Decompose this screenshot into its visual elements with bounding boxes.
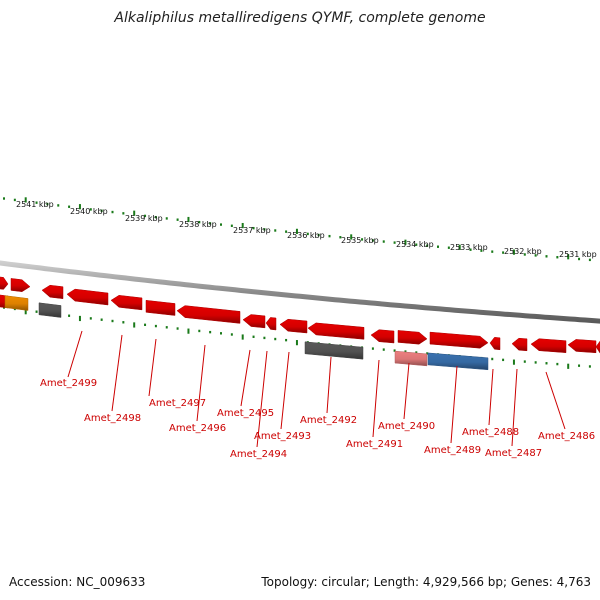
- scale-ticks: [3, 197, 591, 369]
- scale-label: 2531 kbp: [559, 250, 597, 259]
- accession-text: Accession: NC_009633: [9, 575, 146, 589]
- scale-label: 2539 kbp: [125, 214, 163, 223]
- scale-label: 2535 kbp: [341, 236, 379, 245]
- scale-label: 2538 kbp: [179, 220, 217, 229]
- gene-label: Amet_2494: [230, 449, 287, 460]
- scale-label: 2540 kbp: [70, 207, 108, 216]
- gene-arrow: [110, 295, 143, 311]
- gene-label: Amet_2490: [378, 421, 435, 432]
- gene-features: [0, 276, 600, 371]
- gene-label: Amet_2493: [254, 431, 311, 442]
- gene-arrow: [4, 295, 29, 311]
- gene-label: Amet_2496: [169, 423, 226, 434]
- scale-label: 2537 kbp: [233, 226, 271, 235]
- scale-label: 2534 kbp: [396, 240, 434, 249]
- label-leader: [148, 338, 157, 397]
- label-leader: [372, 359, 380, 438]
- gene-arrow: [176, 305, 241, 324]
- gene-arrow: [0, 276, 9, 290]
- gene-arrow: [41, 284, 64, 299]
- backbone-arc: [0, 260, 600, 324]
- gene-arrow: [429, 331, 489, 349]
- scale-label: 2533 kbp: [450, 243, 488, 252]
- gene-labels: Amet_2499 Amet_2498 Amet_2497 Amet_2496 Amet…: [40, 378, 595, 460]
- scale-label: 2532 kbp: [504, 247, 542, 256]
- gene-label: Amet_2497: [149, 398, 206, 409]
- label-leader: [326, 356, 332, 414]
- gene-label: Amet_2486: [538, 431, 595, 442]
- gene-arrow: [265, 317, 277, 331]
- gene-arrow: [38, 302, 62, 318]
- gene-arrow: [370, 329, 395, 344]
- gene-arrow: [242, 314, 266, 329]
- gene-arrow: [595, 340, 600, 354]
- gene-label: Amet_2499: [40, 378, 97, 389]
- gene-label: Amet_2495: [217, 408, 274, 419]
- gene-arrow: [394, 350, 428, 367]
- genome-summary: Topology: circular; Length: 4,929,566 bp…: [261, 575, 591, 589]
- scale-label: 2536 kbp: [287, 231, 325, 240]
- label-leaders: [67, 330, 566, 448]
- label-leader: [545, 371, 566, 430]
- gene-arrow: [279, 318, 308, 334]
- label-leader: [280, 351, 290, 430]
- label-leader: [450, 365, 458, 444]
- gene-label: Amet_2487: [485, 448, 542, 459]
- gene-label: Amet_2491: [346, 439, 403, 450]
- gene-arrow: [66, 288, 109, 306]
- gene-label: Amet_2492: [300, 415, 357, 426]
- label-leader: [256, 350, 268, 448]
- gene-arrow: [530, 338, 567, 353]
- label-leader: [403, 362, 410, 420]
- gene-label: Amet_2498: [84, 413, 141, 424]
- gene-arrow: [511, 337, 528, 352]
- gene-arrow: [489, 337, 501, 351]
- scale-labels: 2541 kbp 2540 kbp 2539 kbp 2538 kbp 2537 kbp…: [16, 200, 597, 259]
- label-leader: [488, 368, 494, 426]
- label-leader: [196, 344, 206, 422]
- gene-arrow: [10, 278, 31, 292]
- gene-arrow: [304, 341, 364, 360]
- gene-arrow: [397, 330, 428, 345]
- gene-arrow: [145, 300, 176, 316]
- genome-backbone: [0, 260, 600, 324]
- gene-label: Amet_2489: [424, 445, 481, 456]
- gene-arrow: [567, 339, 597, 354]
- label-leader: [240, 349, 251, 407]
- label-leader: [511, 368, 518, 447]
- gene-label: Amet_2488: [462, 427, 519, 438]
- gene-arrow: [427, 352, 489, 371]
- label-leader: [67, 330, 83, 378]
- scale-label: 2541 kbp: [16, 200, 54, 209]
- gene-arrow: [307, 322, 365, 340]
- label-leader: [111, 334, 123, 412]
- map-title: Alkaliphilus metalliredigens QYMF, compl…: [114, 10, 486, 26]
